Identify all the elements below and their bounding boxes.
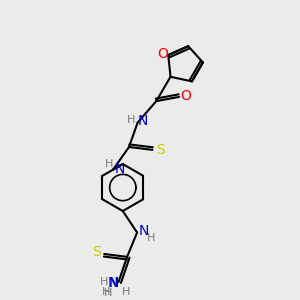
Text: N: N	[114, 162, 125, 176]
Text: N: N	[109, 277, 119, 290]
Text: H: H	[101, 287, 110, 297]
Text: S: S	[92, 245, 100, 259]
Text: H: H	[147, 233, 156, 243]
Text: H: H	[100, 277, 108, 287]
Text: N: N	[138, 224, 148, 238]
Text: O: O	[180, 89, 191, 103]
Text: H: H	[127, 115, 136, 125]
Text: N: N	[108, 277, 118, 290]
Text: S: S	[156, 143, 165, 157]
Text: H: H	[104, 288, 113, 298]
Text: H: H	[122, 287, 130, 297]
Text: N: N	[138, 114, 148, 128]
Text: O: O	[158, 46, 169, 61]
Text: H: H	[105, 159, 113, 169]
